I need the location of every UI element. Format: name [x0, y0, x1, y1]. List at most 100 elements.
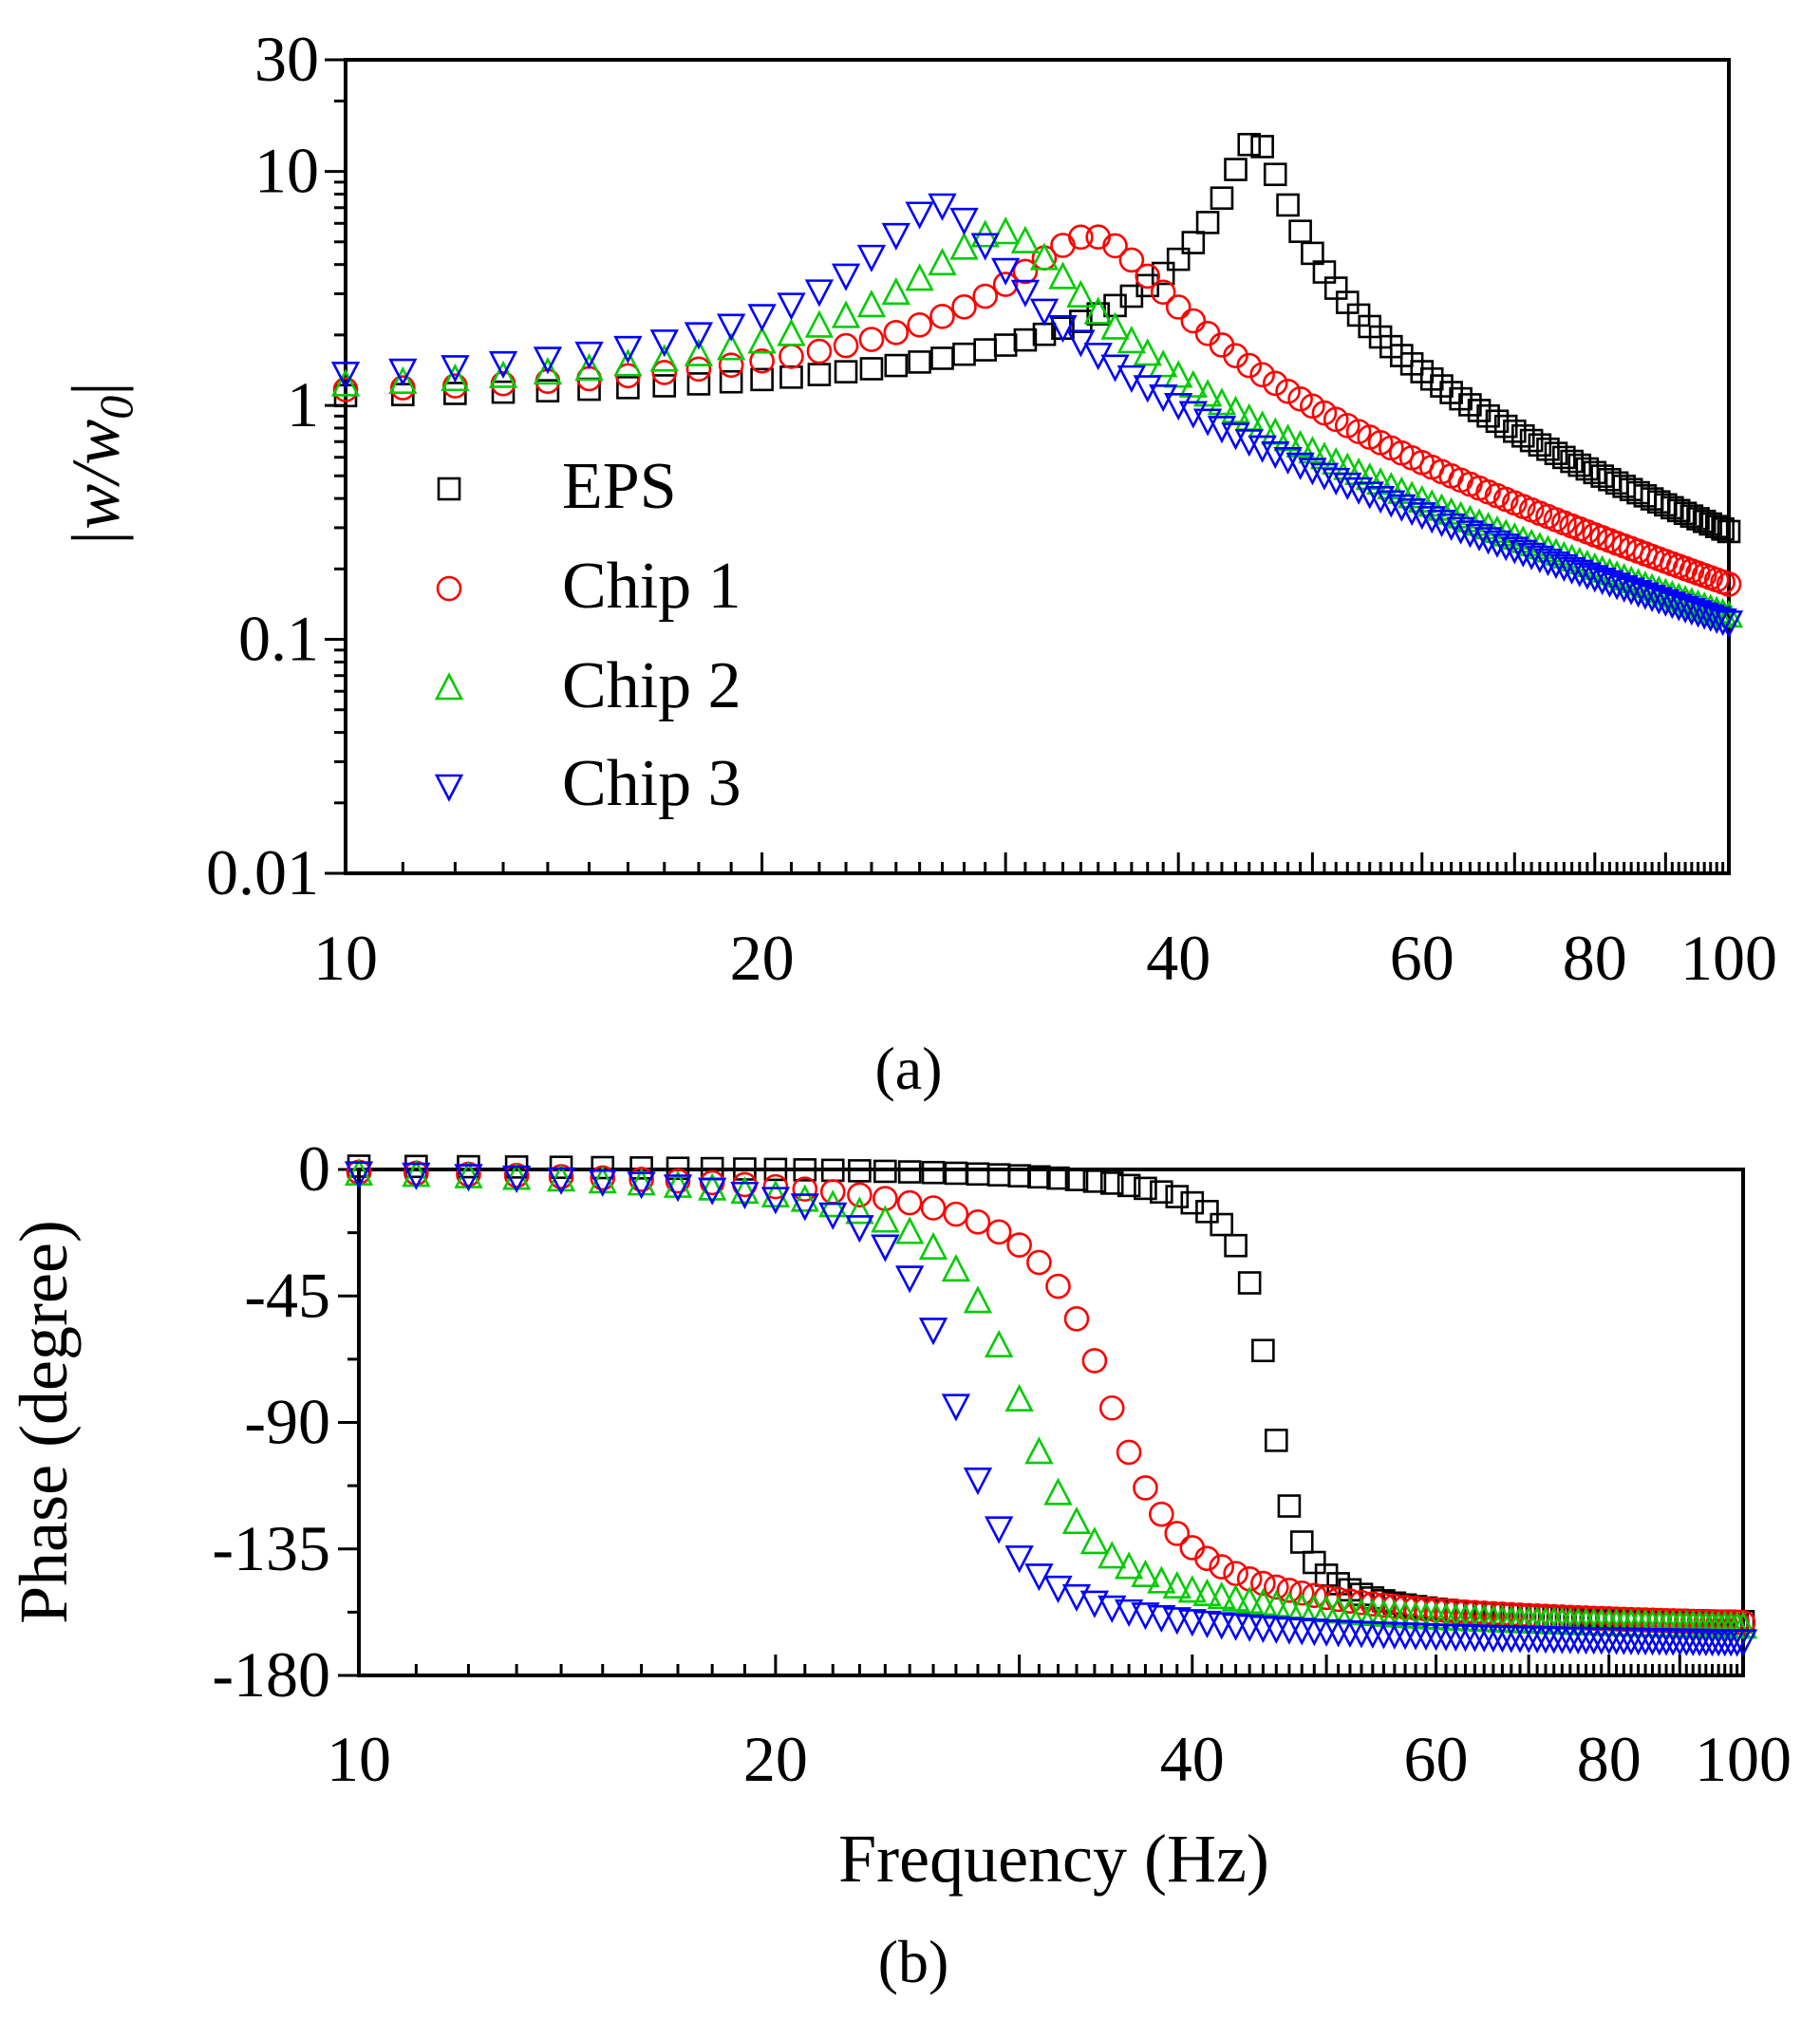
panel-a-plot-frame [344, 58, 1731, 875]
x-tick-label: 80 [1563, 922, 1627, 994]
data-point [1288, 219, 1312, 243]
data-point [1711, 517, 1735, 541]
data-point [858, 327, 885, 352]
data-point [1273, 423, 1303, 452]
data-point [1567, 453, 1592, 477]
data-point [1407, 502, 1436, 531]
data-point [1207, 416, 1237, 444]
data-point [1365, 485, 1396, 514]
data-point [928, 247, 957, 276]
x-tick-label: 60 [1390, 922, 1454, 994]
data-point [1149, 1501, 1174, 1527]
data-point [1194, 1545, 1220, 1572]
data-point [992, 271, 1019, 297]
x-tick-label: 100 [1680, 922, 1777, 994]
panel-a-x-ticks: 10 20 40 60 80 100 [313, 852, 1777, 994]
data-point [1150, 279, 1176, 306]
data-point [1224, 1233, 1248, 1258]
data-point [491, 380, 516, 404]
panel-b-x-ticks: 10 20 40 60 80 100 [327, 1655, 1792, 1795]
data-point [1287, 385, 1313, 412]
data-point [1114, 1551, 1144, 1580]
data-point [574, 341, 604, 370]
data-point [1673, 501, 1698, 526]
data-point [1221, 395, 1250, 423]
y-tick-label: 0.1 [238, 603, 319, 675]
data-point [1061, 1583, 1092, 1613]
data-point [908, 350, 931, 374]
data-point [1010, 225, 1041, 253]
data-point [1026, 1249, 1052, 1276]
data-point [993, 333, 1018, 357]
data-point [1250, 1570, 1276, 1597]
data-point [1236, 352, 1263, 379]
data-point [834, 360, 858, 383]
data-point [848, 1159, 872, 1183]
data-point [1275, 378, 1301, 404]
data-point [652, 374, 677, 398]
data-point [1045, 1273, 1071, 1300]
data-point [1285, 429, 1315, 458]
data-point [1098, 1595, 1127, 1623]
data-point [928, 193, 957, 221]
x-tick-label: 20 [743, 1723, 808, 1795]
data-point [443, 382, 467, 405]
data-point [1048, 315, 1078, 344]
data-point [1102, 233, 1128, 259]
data-point [1273, 446, 1303, 476]
data-point [1061, 1506, 1092, 1535]
data-point [1209, 1554, 1234, 1580]
legend-item-eps: EPS [437, 450, 677, 523]
data-point [1333, 472, 1362, 500]
data-point [1560, 449, 1584, 474]
panel-b-label: (b) [878, 1928, 949, 1995]
data-point [779, 365, 803, 389]
data-point [1024, 1436, 1054, 1465]
panel-a-data-markers [330, 132, 1744, 639]
data-point [1704, 514, 1729, 538]
data-point [1098, 1394, 1125, 1421]
data-point [1165, 1185, 1190, 1208]
data-point [1552, 445, 1576, 470]
data-point [777, 318, 806, 346]
data-point [1658, 591, 1687, 620]
data-point [895, 1216, 925, 1244]
data-point [1677, 598, 1706, 627]
data-point [388, 358, 418, 386]
data-point [1670, 595, 1700, 624]
data-point [1314, 1563, 1339, 1587]
data-point [663, 1169, 693, 1198]
data-point [1482, 530, 1512, 558]
data-point [718, 352, 744, 379]
data-point [1068, 224, 1094, 251]
data-point [1147, 1565, 1176, 1594]
panel-b-data-markers [344, 1154, 1758, 1657]
data-point [941, 1393, 971, 1422]
data-point [949, 232, 979, 260]
data-point [1178, 369, 1208, 398]
data-point [907, 311, 932, 338]
data-point [1377, 490, 1406, 518]
data-point [1298, 436, 1327, 464]
data-point [1180, 308, 1207, 334]
panel-b-plot-frame [357, 1168, 1745, 1677]
data-point [1716, 571, 1742, 597]
data-point [627, 1171, 656, 1200]
legend-marker [434, 672, 464, 701]
y-tick-label: -135 [212, 1512, 330, 1584]
data-point [629, 1156, 653, 1180]
legend-marker [434, 774, 464, 802]
data-point [1446, 516, 1475, 545]
data-point [806, 338, 833, 365]
y-tick-label: 1 [287, 368, 319, 440]
data-point [1210, 186, 1234, 210]
data-point [1717, 519, 1741, 544]
data-point [1194, 320, 1221, 346]
data-point [535, 379, 560, 402]
data-point [750, 367, 774, 392]
data-point [1265, 1429, 1288, 1452]
data-point [1237, 132, 1262, 157]
data-point [1355, 462, 1384, 491]
data-point [1116, 1439, 1142, 1466]
